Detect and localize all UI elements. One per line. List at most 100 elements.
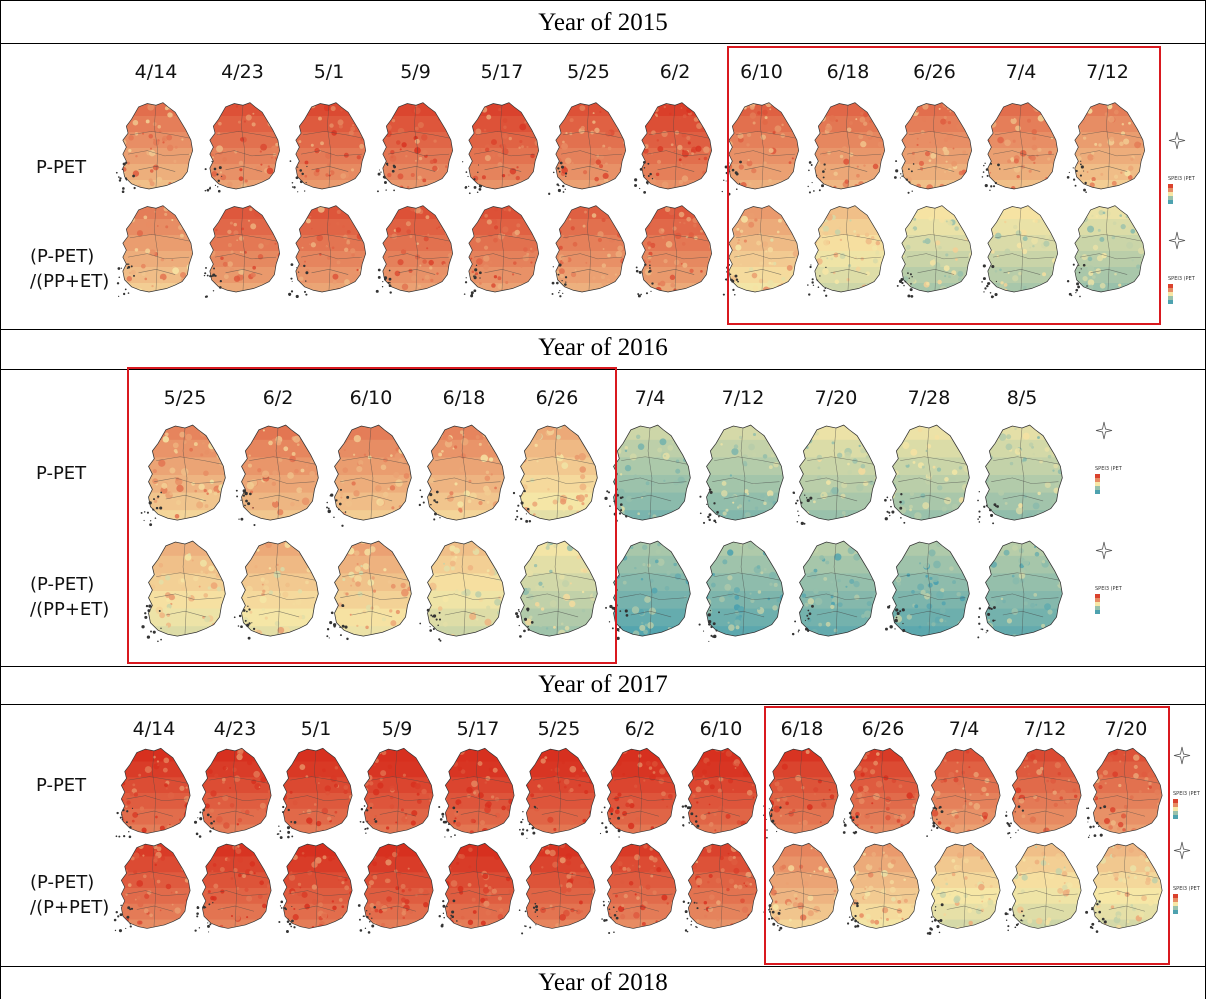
legend-swatch	[1173, 799, 1178, 803]
legend-swatch	[1173, 811, 1178, 815]
spei-legend: SPEI3 (PET)	[1092, 420, 1124, 515]
korea-map	[721, 102, 799, 196]
row-divider	[0, 966, 1206, 967]
date-label: 6/2	[659, 61, 691, 83]
korea-map	[1086, 747, 1163, 839]
date-label: 5/9	[400, 61, 431, 83]
year-title-2016: Year of 2016	[538, 334, 668, 361]
date-label: 6/2	[624, 718, 656, 740]
korea-map	[981, 205, 1059, 299]
korea-map	[893, 102, 972, 194]
korea-map	[635, 205, 713, 298]
korea-map	[141, 540, 226, 643]
date-label: 5/9	[381, 718, 413, 740]
table-border-left	[0, 0, 1, 999]
korea-map	[115, 747, 191, 839]
legend-swatch	[1095, 602, 1100, 606]
date-label: 6/10	[699, 718, 743, 740]
year-title-2018: Year of 2018	[538, 969, 668, 996]
date-label: 6/18	[780, 718, 824, 740]
date-label: 6/10	[349, 387, 393, 409]
legend-swatch	[1168, 300, 1173, 304]
korea-map	[604, 424, 691, 522]
spei-legend: SPEI3 (PET)	[1170, 840, 1202, 935]
korea-map	[599, 747, 677, 838]
korea-map	[375, 205, 453, 294]
korea-map	[462, 102, 540, 195]
korea-map	[438, 842, 515, 929]
row-divider	[0, 43, 1206, 44]
spei-legend: SPEI3 (PET)	[1092, 540, 1124, 635]
korea-map	[463, 205, 540, 298]
date-label: 4/14	[132, 718, 176, 740]
korea-map	[116, 205, 194, 297]
date-label: 8/5	[1006, 387, 1038, 409]
korea-map	[438, 747, 515, 838]
legend-title: SPEI3 (PET)	[1173, 886, 1200, 892]
korea-map	[515, 540, 598, 638]
year-title-2015: Year of 2015	[538, 9, 668, 36]
date-label: 4/14	[134, 61, 178, 83]
date-label: 7/20	[814, 387, 858, 409]
year-title-2017: Year of 2017	[538, 671, 668, 698]
legend-swatch	[1168, 188, 1173, 192]
legend-swatch	[1095, 610, 1100, 614]
korea-map	[699, 424, 784, 524]
korea-map	[977, 424, 1063, 525]
compass-star-icon	[1173, 746, 1191, 765]
row-divider	[0, 329, 1206, 330]
legend-swatch	[1173, 803, 1178, 807]
legend-swatch	[1095, 594, 1100, 598]
legend-swatch	[1173, 910, 1178, 914]
korea-map	[807, 102, 886, 194]
date-label: 6/18	[826, 61, 870, 83]
korea-map	[792, 424, 877, 526]
date-label: 4/23	[221, 61, 264, 83]
legend-swatch	[1168, 296, 1173, 300]
row-label-2017-ratio: (P-PET) /(P+PET)	[30, 872, 110, 918]
legend-swatch	[1095, 482, 1100, 486]
korea-map	[512, 424, 598, 523]
date-label: 6/26	[913, 61, 956, 83]
date-label: 5/1	[300, 718, 332, 740]
legend-title: SPEI3 (PET)	[1095, 466, 1122, 472]
row-label-2015-ratio: (P-PET) /(PP+ET)	[30, 246, 110, 292]
legend-title: SPEI3 (PET)	[1173, 791, 1200, 797]
date-label: 5/25	[567, 61, 610, 83]
korea-map	[418, 424, 505, 521]
korea-map	[807, 205, 886, 297]
korea-map	[1005, 747, 1082, 839]
korea-map	[419, 540, 505, 642]
korea-map	[1066, 102, 1145, 193]
row-label-2015-ppet: P-PET	[36, 157, 87, 178]
korea-map	[926, 842, 1001, 935]
compass-star-icon	[1168, 131, 1186, 150]
legend-title: SPEI3 (PET)	[1095, 586, 1122, 592]
date-label: 5/25	[163, 387, 207, 409]
korea-map	[326, 540, 412, 641]
korea-map	[896, 205, 972, 298]
korea-map	[926, 747, 1001, 838]
date-label: 5/17	[480, 61, 524, 83]
korea-map	[842, 747, 920, 835]
date-label: 7/28	[907, 387, 951, 409]
korea-map	[791, 540, 877, 637]
spei-legend: SPEI3 (PET)	[1165, 230, 1197, 325]
compass-star-icon	[1168, 231, 1186, 250]
date-label: 5/25	[537, 718, 581, 740]
legend-swatch	[1095, 478, 1100, 482]
korea-map	[359, 747, 434, 834]
legend-title: SPEI3 (PET)	[1168, 176, 1195, 182]
row-divider	[0, 704, 1206, 705]
date-label: 7/4	[948, 718, 980, 740]
korea-map	[547, 102, 626, 195]
korea-map	[605, 540, 691, 640]
korea-map	[763, 842, 839, 932]
highlight-box	[764, 706, 1170, 965]
legend-swatch	[1168, 196, 1173, 200]
korea-map	[289, 102, 367, 193]
legend-swatch	[1095, 474, 1100, 478]
korea-map	[357, 842, 434, 934]
date-label: 4/23	[213, 718, 257, 740]
